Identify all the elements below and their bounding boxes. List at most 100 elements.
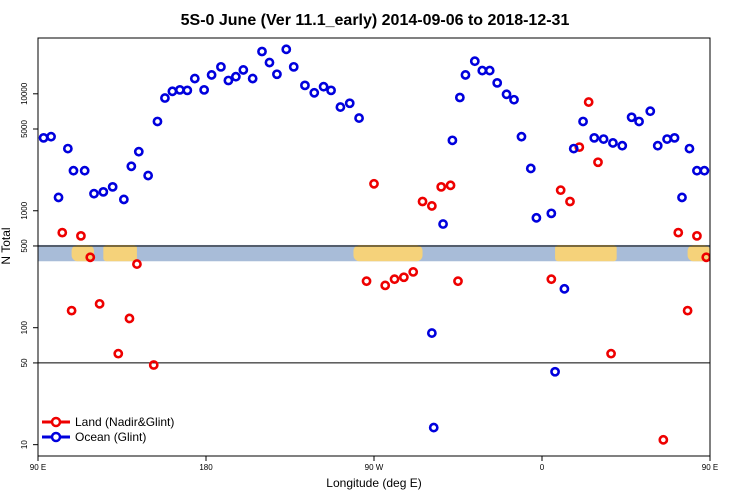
ocean-point — [264, 57, 275, 68]
ocean-point — [326, 85, 336, 96]
ocean-point — [546, 208, 557, 219]
map-land-patch — [103, 244, 137, 262]
x-tick-label: 90 E — [702, 463, 718, 472]
land-point — [94, 298, 105, 309]
ocean-point — [300, 80, 310, 91]
y-tick-label: 5000 — [20, 120, 29, 138]
x-axis: 90 E 180 90 W 0 90 E — [30, 456, 718, 472]
map-land-patch — [719, 245, 750, 261]
ocean-point — [318, 81, 329, 92]
ocean-point — [525, 163, 536, 174]
x-tick-label: 90 E — [30, 463, 46, 472]
map-land-patch — [353, 244, 423, 262]
land-point — [453, 276, 463, 287]
land-point — [606, 348, 616, 359]
ocean-point — [492, 77, 503, 88]
land-point — [583, 97, 594, 107]
ocean-point — [531, 212, 542, 223]
plot-area — [37, 37, 750, 457]
ocean-point — [550, 366, 560, 377]
land-point — [57, 227, 68, 238]
ocean-point — [589, 132, 600, 143]
land-point — [398, 272, 409, 283]
y-tick-label: 10000 — [20, 82, 29, 105]
land-point — [692, 230, 702, 241]
y-axis: 10 50 100 500 1000 5000 10000 — [20, 82, 38, 449]
land-point — [436, 181, 447, 192]
land-point — [389, 274, 400, 285]
ocean-point — [354, 113, 364, 123]
map-strip-land — [71, 244, 750, 262]
ocean-point — [118, 194, 129, 205]
ocean-point — [199, 84, 210, 95]
ocean-point — [216, 61, 226, 72]
x-tick-label: 90 W — [365, 463, 384, 472]
y-tick-label: 1000 — [20, 201, 29, 219]
land-point — [445, 180, 456, 191]
legend-item-ocean: Ocean (Glint) — [42, 430, 146, 444]
map-land-patch — [555, 244, 617, 262]
land-point — [369, 178, 379, 189]
ocean-point — [608, 138, 618, 148]
land-point — [658, 434, 669, 445]
land-point — [66, 305, 77, 316]
ocean-point — [133, 146, 144, 157]
ocean-point — [598, 134, 609, 144]
ocean-point — [454, 92, 465, 103]
ocean-point — [684, 143, 695, 154]
land-point — [565, 196, 575, 207]
y-axis-label: N Total — [0, 227, 13, 264]
land-point — [148, 360, 159, 370]
ocean-point — [230, 71, 241, 82]
ocean-point — [223, 75, 234, 86]
legend-item-land: Land (Nadir&Glint) — [42, 415, 174, 429]
ocean-point — [438, 219, 448, 229]
land-point — [85, 252, 96, 263]
ocean-point — [652, 140, 663, 151]
land-point — [682, 305, 693, 316]
ocean-point — [335, 102, 346, 112]
ocean-point — [160, 93, 170, 103]
ocean-point — [247, 73, 258, 84]
ocean-point — [189, 73, 200, 84]
ocean-point — [238, 65, 249, 75]
ocean-point — [126, 161, 137, 172]
ocean-point — [516, 131, 527, 142]
ocean-point — [53, 192, 64, 203]
ocean-point — [89, 188, 99, 199]
ocean-point — [281, 44, 292, 55]
ocean-point — [344, 98, 355, 109]
ocean-point — [509, 94, 519, 105]
map-strip — [38, 244, 750, 262]
ocean-point — [634, 116, 644, 127]
ocean-point — [559, 283, 570, 294]
ocean-point — [568, 143, 579, 154]
ocean-point — [309, 87, 320, 98]
y-tick-label: 100 — [20, 320, 29, 334]
ocean-point — [428, 422, 439, 433]
land-point — [361, 276, 372, 287]
ocean-point — [206, 70, 217, 80]
land-point — [417, 196, 428, 207]
land-points — [57, 97, 710, 445]
ocean-point — [699, 165, 710, 176]
ocean-points — [38, 44, 710, 433]
ocean-point — [152, 116, 163, 127]
land-point — [380, 280, 391, 291]
ocean-point — [143, 170, 154, 181]
ocean-point — [469, 56, 480, 67]
legend: Land (Nadir&Glint) Ocean (Glint) — [42, 415, 174, 444]
land-point — [555, 185, 566, 196]
x-tick-label: 180 — [199, 463, 213, 472]
ocean-point — [501, 89, 512, 100]
ocean-point — [645, 106, 656, 117]
y-tick-label: 500 — [20, 239, 29, 253]
x-tick-label: 0 — [540, 463, 545, 472]
ocean-point — [626, 112, 637, 123]
land-point — [408, 267, 419, 277]
land-point — [593, 157, 603, 168]
land-point — [76, 230, 86, 241]
y-tick-label: 50 — [20, 358, 29, 367]
ocean-point — [182, 85, 193, 96]
